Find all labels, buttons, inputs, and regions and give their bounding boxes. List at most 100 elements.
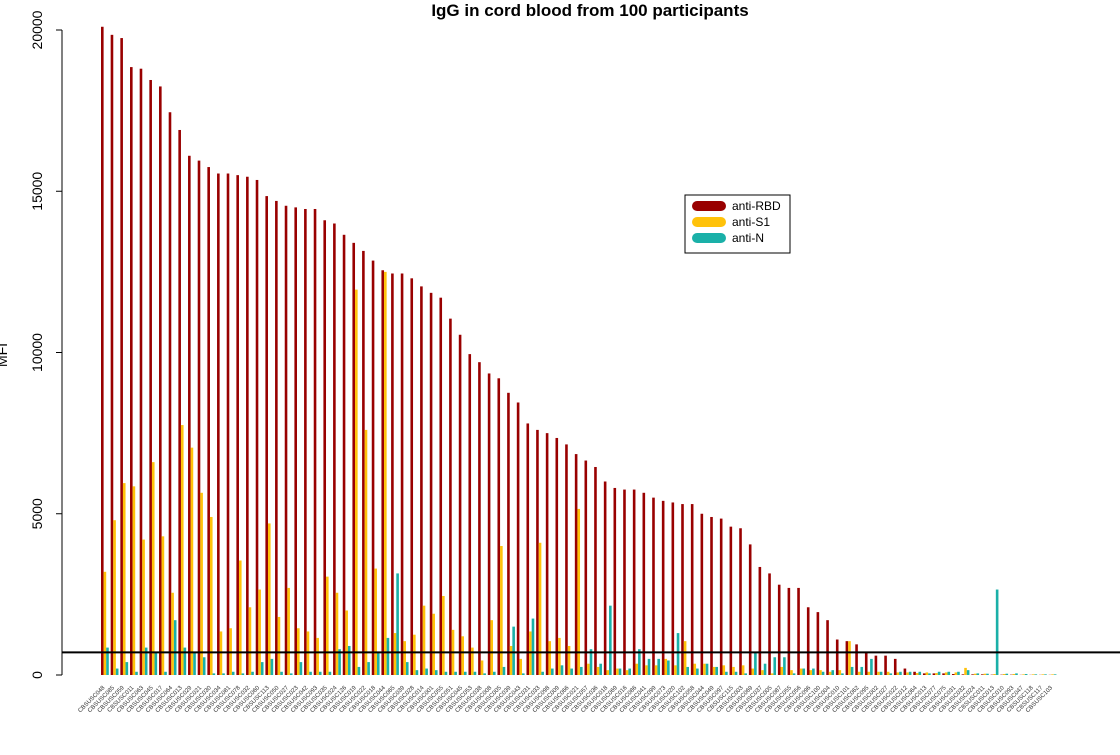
bar-group bbox=[951, 671, 960, 675]
bar-group bbox=[777, 584, 786, 675]
bar-anti-rbd bbox=[516, 402, 520, 675]
bar-anti-rbd bbox=[797, 587, 800, 675]
bar-anti-rbd bbox=[294, 207, 297, 676]
bar-anti-s1 bbox=[209, 516, 213, 675]
bar-anti-n bbox=[947, 671, 951, 675]
bar-anti-n bbox=[473, 671, 477, 675]
bar-group bbox=[449, 318, 457, 675]
bar-anti-rbd bbox=[284, 205, 288, 675]
bar-anti-rbd bbox=[565, 444, 568, 675]
bar-anti-rbd bbox=[507, 392, 510, 675]
bar-anti-rbd bbox=[632, 489, 636, 675]
legend-swatch bbox=[692, 217, 726, 227]
bar-group bbox=[1000, 673, 1009, 675]
bar-group bbox=[903, 668, 912, 675]
bar-anti-s1 bbox=[915, 673, 919, 675]
bar-anti-rbd bbox=[623, 489, 626, 675]
bar-anti-s1 bbox=[151, 462, 155, 675]
bar-anti-s1 bbox=[838, 670, 842, 675]
bar-anti-n bbox=[396, 573, 399, 675]
bar-anti-rbd bbox=[613, 487, 617, 675]
bar-anti-n bbox=[367, 662, 370, 675]
bar-anti-s1 bbox=[596, 666, 600, 675]
bar-anti-s1 bbox=[248, 607, 252, 675]
bar-group bbox=[410, 278, 419, 675]
bar-anti-n bbox=[802, 668, 806, 675]
bar-anti-rbd bbox=[835, 639, 839, 675]
bar-group bbox=[526, 423, 535, 675]
bar-anti-n bbox=[328, 671, 332, 675]
bar-group bbox=[468, 354, 477, 675]
bar-anti-s1 bbox=[122, 483, 126, 675]
legend-label: anti-RBD bbox=[732, 199, 781, 213]
bar-group bbox=[961, 667, 970, 675]
bar-anti-n bbox=[976, 673, 980, 675]
bar-anti-rbd bbox=[342, 234, 346, 676]
bar-anti-n bbox=[357, 666, 361, 675]
bar-anti-n bbox=[957, 671, 960, 675]
bar-group bbox=[178, 129, 187, 676]
bar-anti-s1 bbox=[886, 671, 890, 675]
bar-anti-n bbox=[106, 647, 109, 675]
bar-anti-s1 bbox=[500, 546, 503, 675]
bar-anti-n bbox=[202, 657, 206, 675]
bar-anti-rbd bbox=[971, 674, 974, 675]
bar-anti-n bbox=[193, 652, 196, 675]
bar-anti-rbd bbox=[739, 528, 742, 675]
bar-anti-rbd bbox=[758, 566, 762, 675]
bar-group bbox=[236, 175, 245, 676]
bar-anti-s1 bbox=[925, 672, 929, 675]
bar-anti-rbd bbox=[787, 587, 791, 675]
bar-group bbox=[681, 504, 689, 675]
bar-anti-n bbox=[638, 649, 641, 675]
bar-group bbox=[149, 79, 158, 676]
bar-anti-s1 bbox=[645, 665, 648, 675]
bar-anti-rbd bbox=[681, 504, 684, 675]
bar-group bbox=[255, 179, 264, 675]
bar-anti-n bbox=[541, 671, 544, 675]
bar-group bbox=[101, 26, 109, 675]
bar-group bbox=[980, 673, 989, 675]
bar-anti-s1 bbox=[654, 665, 658, 675]
bar-anti-s1 bbox=[538, 542, 542, 675]
bar-anti-s1 bbox=[422, 605, 426, 675]
bar-anti-rbd bbox=[536, 429, 539, 675]
bar-group bbox=[120, 38, 129, 676]
bar-anti-s1 bbox=[393, 633, 397, 675]
bar-anti-s1 bbox=[1041, 674, 1045, 675]
bar-group bbox=[159, 86, 167, 675]
bar-group bbox=[584, 460, 593, 675]
bar-anti-n bbox=[1034, 674, 1038, 675]
bar-anti-rbd bbox=[217, 173, 220, 675]
x-axis-tick-labels: CBSUSC048CBSUSC085CBSUSC059CBSUSC011CBSU… bbox=[77, 685, 1054, 714]
bar-group bbox=[922, 672, 931, 675]
bar-anti-n bbox=[386, 637, 390, 675]
bar-group bbox=[603, 481, 612, 675]
bar-group bbox=[690, 504, 699, 675]
bar-anti-n bbox=[318, 671, 322, 675]
bar-anti-s1 bbox=[132, 486, 136, 675]
bar-anti-rbd bbox=[313, 208, 317, 676]
bar-anti-rbd bbox=[777, 584, 781, 675]
y-tick-label: 0 bbox=[29, 671, 45, 679]
bar-anti-n bbox=[783, 657, 786, 675]
bar-group bbox=[1029, 674, 1038, 675]
bar-group bbox=[284, 205, 293, 675]
bar-group bbox=[197, 160, 206, 676]
bar-anti-n bbox=[599, 663, 602, 675]
bar-anti-n bbox=[928, 673, 931, 675]
bar-anti-s1 bbox=[364, 429, 368, 675]
bar-anti-rbd bbox=[255, 179, 259, 675]
bar-anti-n bbox=[444, 671, 448, 675]
bar-group bbox=[990, 589, 999, 675]
bar-anti-s1 bbox=[113, 520, 116, 675]
bar-anti-n bbox=[425, 668, 428, 675]
bar-anti-s1 bbox=[761, 670, 764, 675]
bar-anti-rbd bbox=[768, 573, 771, 675]
bar-anti-s1 bbox=[635, 663, 639, 675]
bar-anti-rbd bbox=[352, 242, 356, 675]
bar-anti-rbd bbox=[526, 423, 530, 675]
bar-anti-rbd bbox=[478, 362, 481, 675]
bar-anti-rbd bbox=[429, 292, 433, 675]
bar-anti-rbd bbox=[710, 516, 713, 675]
